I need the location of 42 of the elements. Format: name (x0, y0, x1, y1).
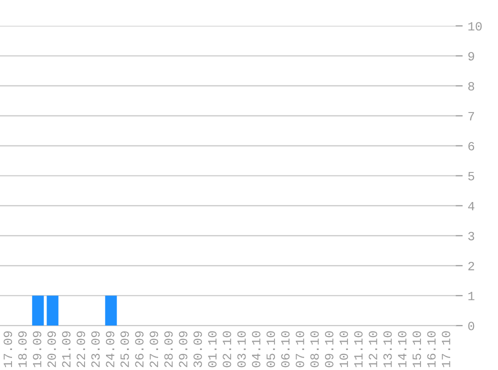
x-tick-label: 16.10 (427, 331, 436, 368)
x-tick-label: 08.10 (310, 331, 319, 368)
y-tick-label: 6 (468, 142, 474, 150)
x-tick-label: 05.10 (266, 331, 276, 368)
x-tick-label: 30.09 (193, 331, 202, 368)
x-tick-label: 28.09 (164, 331, 173, 368)
y-tick-label: 5 (468, 172, 474, 180)
x-tick-label: 07.10 (296, 331, 304, 368)
y-tick-label: 9 (468, 52, 474, 61)
x-tick-label: 09.10 (324, 331, 334, 368)
x-tick-label: 26.09 (135, 331, 144, 368)
y-tick-label: 4 (468, 202, 474, 210)
y-tick-label: 0 (468, 322, 474, 330)
y-tick-label: 10 (468, 22, 482, 31)
x-tick-label: 02.10 (222, 331, 232, 368)
x-tick-label: 14.10 (398, 331, 406, 368)
x-tick-label: 01.10 (208, 331, 217, 368)
y-tick-label: 7 (468, 112, 474, 120)
x-tick-label: 20.09 (47, 331, 56, 368)
x-tick-label: 04.10 (252, 331, 260, 368)
x-tick-label: 10.10 (340, 331, 348, 368)
x-tick-label: 03.10 (237, 331, 246, 368)
x-tick-label: 12.10 (368, 331, 378, 368)
x-tick-label: 17.09 (4, 331, 12, 368)
y-tick-label: 1 (468, 292, 474, 300)
x-tick-label: 24.09 (106, 331, 114, 368)
y-tick-label: 8 (468, 82, 474, 90)
x-tick-label: 29.09 (178, 331, 188, 368)
x-tick-label: 21.09 (62, 331, 71, 368)
y-tick-label: 2 (468, 262, 474, 270)
x-tick-label: 13.10 (383, 331, 392, 368)
x-tick-label: 17.10 (442, 331, 450, 368)
x-tick-label: 27.09 (150, 331, 158, 368)
x-tick-label: 25.09 (120, 331, 129, 368)
x-tick-label: 11.10 (354, 331, 363, 368)
x-tick-label: 18.09 (18, 331, 27, 368)
x-tick-label: 22.09 (76, 331, 86, 368)
x-tick-label: 15.10 (412, 331, 422, 368)
x-tick-label: 23.09 (91, 331, 100, 368)
x-tick-label: 19.09 (32, 331, 42, 368)
x-tick-label: 06.10 (281, 331, 290, 368)
y-tick-label: 3 (468, 232, 474, 240)
